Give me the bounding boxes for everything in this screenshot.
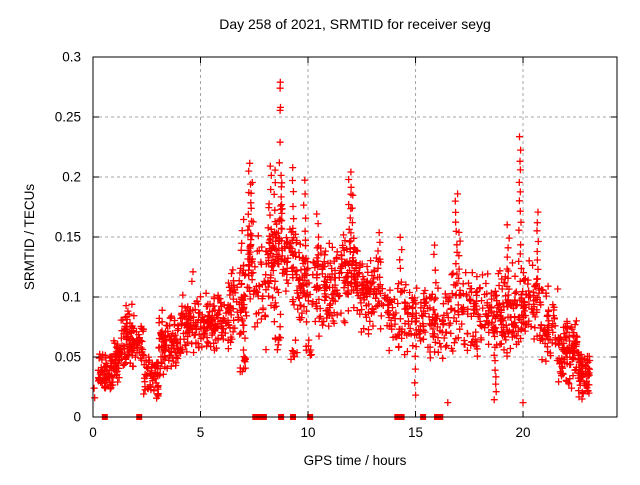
y-tick-label: 0.25: [55, 110, 81, 125]
scatter-points: [90, 78, 594, 420]
y-axis-label: SRMTID / TECUs: [22, 184, 37, 291]
data-point-markers: [90, 78, 594, 407]
x-tick-label: 20: [516, 425, 531, 440]
y-tick-label: 0.2: [62, 170, 81, 185]
y-tick-label: 0: [73, 410, 81, 425]
y-tick-label: 0.05: [55, 350, 81, 365]
y-tick-label: 0.1: [62, 290, 81, 305]
axis-tick-labels: 0 5 10 15 20 0 0.05 0.1 0.15 0.2 0.25 0.3: [55, 50, 531, 441]
chart-title: Day 258 of 2021, SRMTID for receiver sey…: [219, 16, 491, 32]
x-tick-label: 5: [197, 425, 205, 440]
x-axis-label: GPS time / hours: [304, 453, 407, 468]
axis-ticks: [92, 56, 617, 418]
y-tick-label: 0.15: [55, 230, 81, 245]
x-tick-label: 15: [408, 425, 423, 440]
y-tick-label: 0.3: [62, 50, 81, 65]
grid-lines: [93, 57, 617, 417]
x-tick-label: 0: [89, 425, 97, 440]
x-tick-label: 10: [301, 425, 316, 440]
